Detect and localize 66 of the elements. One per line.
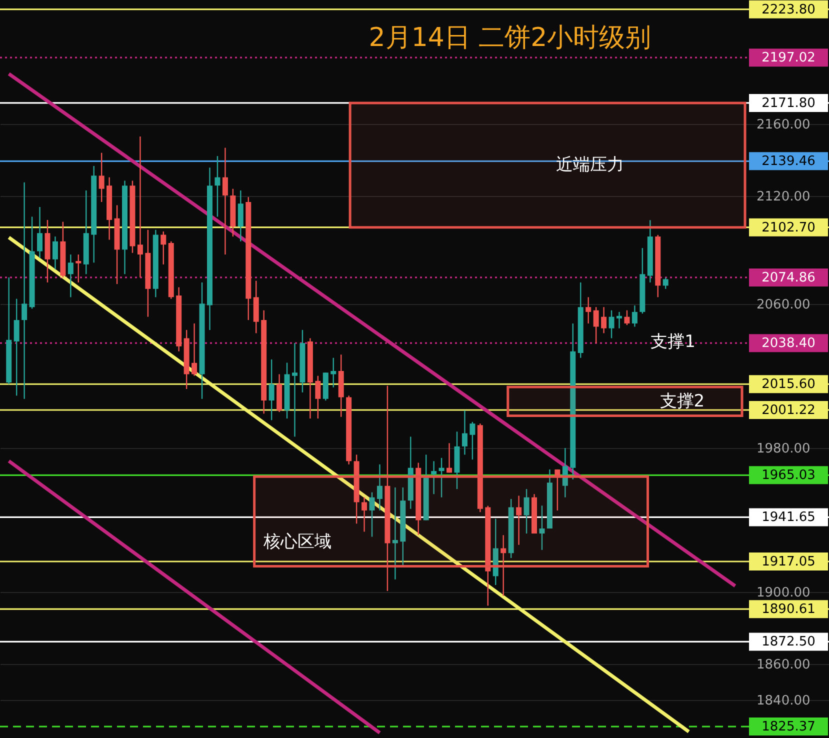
candlestick [192, 322, 198, 376]
ref-line-label: 1872.50 [762, 634, 816, 650]
ref-line-label: 1941.65 [762, 510, 816, 526]
candlestick [470, 421, 476, 460]
candlestick [624, 310, 630, 326]
ref-line-label: 1825.37 [762, 720, 816, 735]
candlestick [562, 447, 568, 498]
candlestick [446, 442, 452, 474]
band-label: 核心区域 [262, 532, 332, 552]
y-tick-label: 1860.00 [756, 658, 810, 673]
y-tick-label: 1900.00 [756, 586, 810, 601]
text: 2月14日 二饼2小时级别 [368, 23, 652, 53]
ref-line-label: 2223.80 [762, 2, 816, 18]
candlestick [601, 306, 607, 334]
candlestick [14, 298, 20, 396]
candlestick [539, 505, 545, 550]
candlestick [500, 534, 506, 596]
candlestick [330, 357, 336, 388]
ref-line-label: 2015.60 [762, 377, 816, 392]
band-label: 支撑2 [660, 391, 705, 412]
candlestick [524, 488, 530, 534]
candlestick [462, 410, 468, 456]
ref-line-label: 2001.22 [762, 403, 816, 418]
candlestick [37, 206, 43, 258]
y-tick-label: 2120.00 [756, 190, 810, 205]
candlestick [52, 236, 58, 270]
candlestick [554, 468, 560, 512]
y-tick-label: 2160.00 [756, 118, 810, 133]
candlestick [238, 190, 244, 242]
annotation: 支撑1 [650, 332, 696, 352]
candlestick [632, 304, 638, 328]
y-tick-label: 2060.00 [756, 298, 810, 313]
ref-line-label: 2171.80 [762, 96, 816, 111]
candlestick [608, 310, 614, 339]
candlestick [616, 311, 622, 329]
candlestick [438, 457, 444, 498]
candlestick [222, 147, 228, 256]
candlestick [160, 230, 166, 266]
candlestick [586, 296, 592, 324]
candlestick [22, 182, 28, 400]
y-tick-label: 1980.00 [756, 442, 810, 457]
ref-line-label: 1917.05 [762, 554, 816, 570]
candlestick [292, 342, 298, 438]
candlestick [431, 460, 437, 495]
ref-line-label: 2139.46 [762, 154, 816, 170]
ref-line-label: 1890.61 [762, 602, 816, 618]
candlestick [593, 306, 599, 344]
candlestick [76, 254, 82, 284]
y-tick-label: 1840.00 [756, 694, 810, 709]
candlestick [376, 464, 382, 512]
candlestick [392, 486, 398, 580]
ref-line-label: 2038.40 [762, 336, 816, 352]
candlestick [68, 254, 74, 298]
ref-line-label: 2197.02 [762, 50, 816, 66]
candlestick [214, 155, 220, 218]
ref-line-label: 2074.86 [762, 270, 816, 286]
candlestick [516, 495, 522, 546]
candlestick [98, 152, 104, 203]
candlestick [662, 276, 668, 290]
candlestick [268, 358, 274, 421]
ref-line-label: 2102.70 [762, 220, 816, 236]
ref-line-label: 1965.03 [762, 468, 816, 484]
candlestick [137, 136, 143, 278]
candlestick [369, 492, 375, 538]
candlestick [362, 496, 368, 532]
candlestick [315, 375, 321, 420]
